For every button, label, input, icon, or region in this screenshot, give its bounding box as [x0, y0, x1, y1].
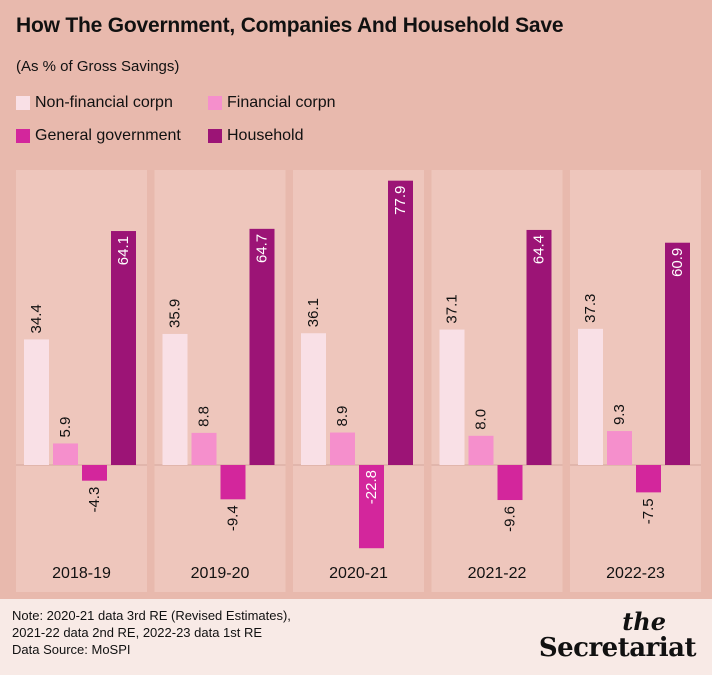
note-line-2: 2021-22 data 2nd RE, 2022-23 data 1st RE: [12, 625, 263, 640]
legend-label-non-financial: Non-financial corpn: [35, 94, 173, 111]
legend-swatch-government: [16, 129, 30, 143]
data-label-2022-23-s3: 60.9: [669, 248, 686, 277]
legend-label-household: Household: [227, 127, 304, 144]
footer: Note: 2020-21 data 3rd RE (Revised Estim…: [0, 599, 712, 675]
data-label-2021-22-s3: 64.4: [531, 235, 548, 264]
x-tick-label-2018-19: 2018-19: [52, 565, 111, 582]
data-label-2019-20-s2: -9.4: [225, 505, 242, 531]
data-label-2022-23-s1: 9.3: [611, 404, 628, 425]
bar-2019-20-s0: [162, 333, 188, 465]
bar-2021-22-s3: [526, 229, 552, 465]
bar-2020-21-s1: [330, 432, 355, 465]
data-label-2020-21-s0: 36.1: [305, 298, 322, 327]
legend-item-financial: Financial corpn: [208, 94, 336, 112]
x-tick-label-2019-20: 2019-20: [191, 565, 250, 582]
bar-2018-19-s1: [53, 443, 78, 465]
logo-the: the: [622, 607, 666, 636]
bar-2018-19-s0: [24, 339, 49, 465]
legend-swatch-non-financial: [16, 96, 30, 110]
data-label-2019-20-s1: 8.8: [196, 406, 213, 427]
legend-item-non-financial: Non-financial corpn: [16, 94, 173, 112]
data-label-2019-20-s3: 64.7: [254, 234, 271, 263]
bar-2020-21-s2: [359, 465, 384, 549]
data-label-2018-19-s3: 64.1: [115, 236, 132, 265]
logo-name: Secretariat: [538, 633, 697, 663]
bar-2021-22-s0: [439, 329, 465, 465]
x-tick-label-2020-21: 2020-21: [329, 565, 388, 582]
bar-2022-23-s2: [636, 465, 661, 493]
x-tick-label-2022-23: 2022-23: [606, 565, 665, 582]
data-label-2019-20-s0: 35.9: [167, 299, 184, 328]
bar-2018-19-s2: [82, 465, 107, 481]
data-label-2022-23-s2: -7.5: [640, 498, 657, 524]
legend-item-household: Household: [208, 127, 304, 145]
legend-swatch-household: [208, 129, 222, 143]
chart-title: How The Government, Companies And Househ…: [16, 14, 564, 37]
data-source: Data Source: MoSPI: [12, 642, 131, 657]
data-label-2020-21-s3: 77.9: [392, 186, 409, 215]
data-label-2018-19-s0: 34.4: [28, 304, 45, 333]
brand-logo: the Secretariat: [496, 607, 697, 667]
legend-label-financial: Financial corpn: [227, 94, 336, 111]
legend-label-government: General government: [35, 127, 181, 144]
bar-2020-21-s3: [388, 180, 413, 466]
bar-2021-22-s2: [497, 465, 523, 501]
data-label-2020-21-s2: -22.8: [363, 470, 380, 504]
bar-2020-21-s0: [301, 333, 326, 465]
legend-swatch-financial: [208, 96, 222, 110]
data-label-2021-22-s2: -9.6: [502, 506, 519, 532]
footer-note: Note: 2020-21 data 3rd RE (Revised Estim…: [12, 607, 291, 658]
data-label-2018-19-s2: -4.3: [86, 487, 103, 513]
data-label-2022-23-s0: 37.3: [582, 294, 599, 323]
legend-item-government: General government: [16, 127, 181, 145]
data-label-2018-19-s1: 5.9: [57, 417, 74, 438]
bar-2022-23-s3: [665, 242, 690, 465]
note-line-1: Note: 2020-21 data 3rd RE (Revised Estim…: [12, 608, 291, 623]
chart-subtitle: (As % of Gross Savings): [16, 58, 180, 75]
bar-2019-20-s1: [191, 432, 217, 465]
bar-2021-22-s1: [468, 435, 494, 465]
bar-2019-20-s2: [220, 465, 246, 500]
data-label-2021-22-s1: 8.0: [473, 409, 490, 430]
bar-2019-20-s3: [249, 228, 275, 465]
data-label-2020-21-s1: 8.9: [334, 406, 351, 427]
bar-2018-19-s3: [111, 231, 136, 465]
data-label-2021-22-s0: 37.1: [444, 294, 461, 323]
bar-chart: 34.4 5.9 -4.3 64.1 2018-19 35.9 8.8 -9.4 64.7 201…: [16, 170, 701, 592]
bar-2022-23-s0: [578, 328, 603, 465]
bar-2022-23-s1: [607, 431, 632, 465]
x-tick-label-2021-22: 2021-22: [468, 565, 527, 582]
